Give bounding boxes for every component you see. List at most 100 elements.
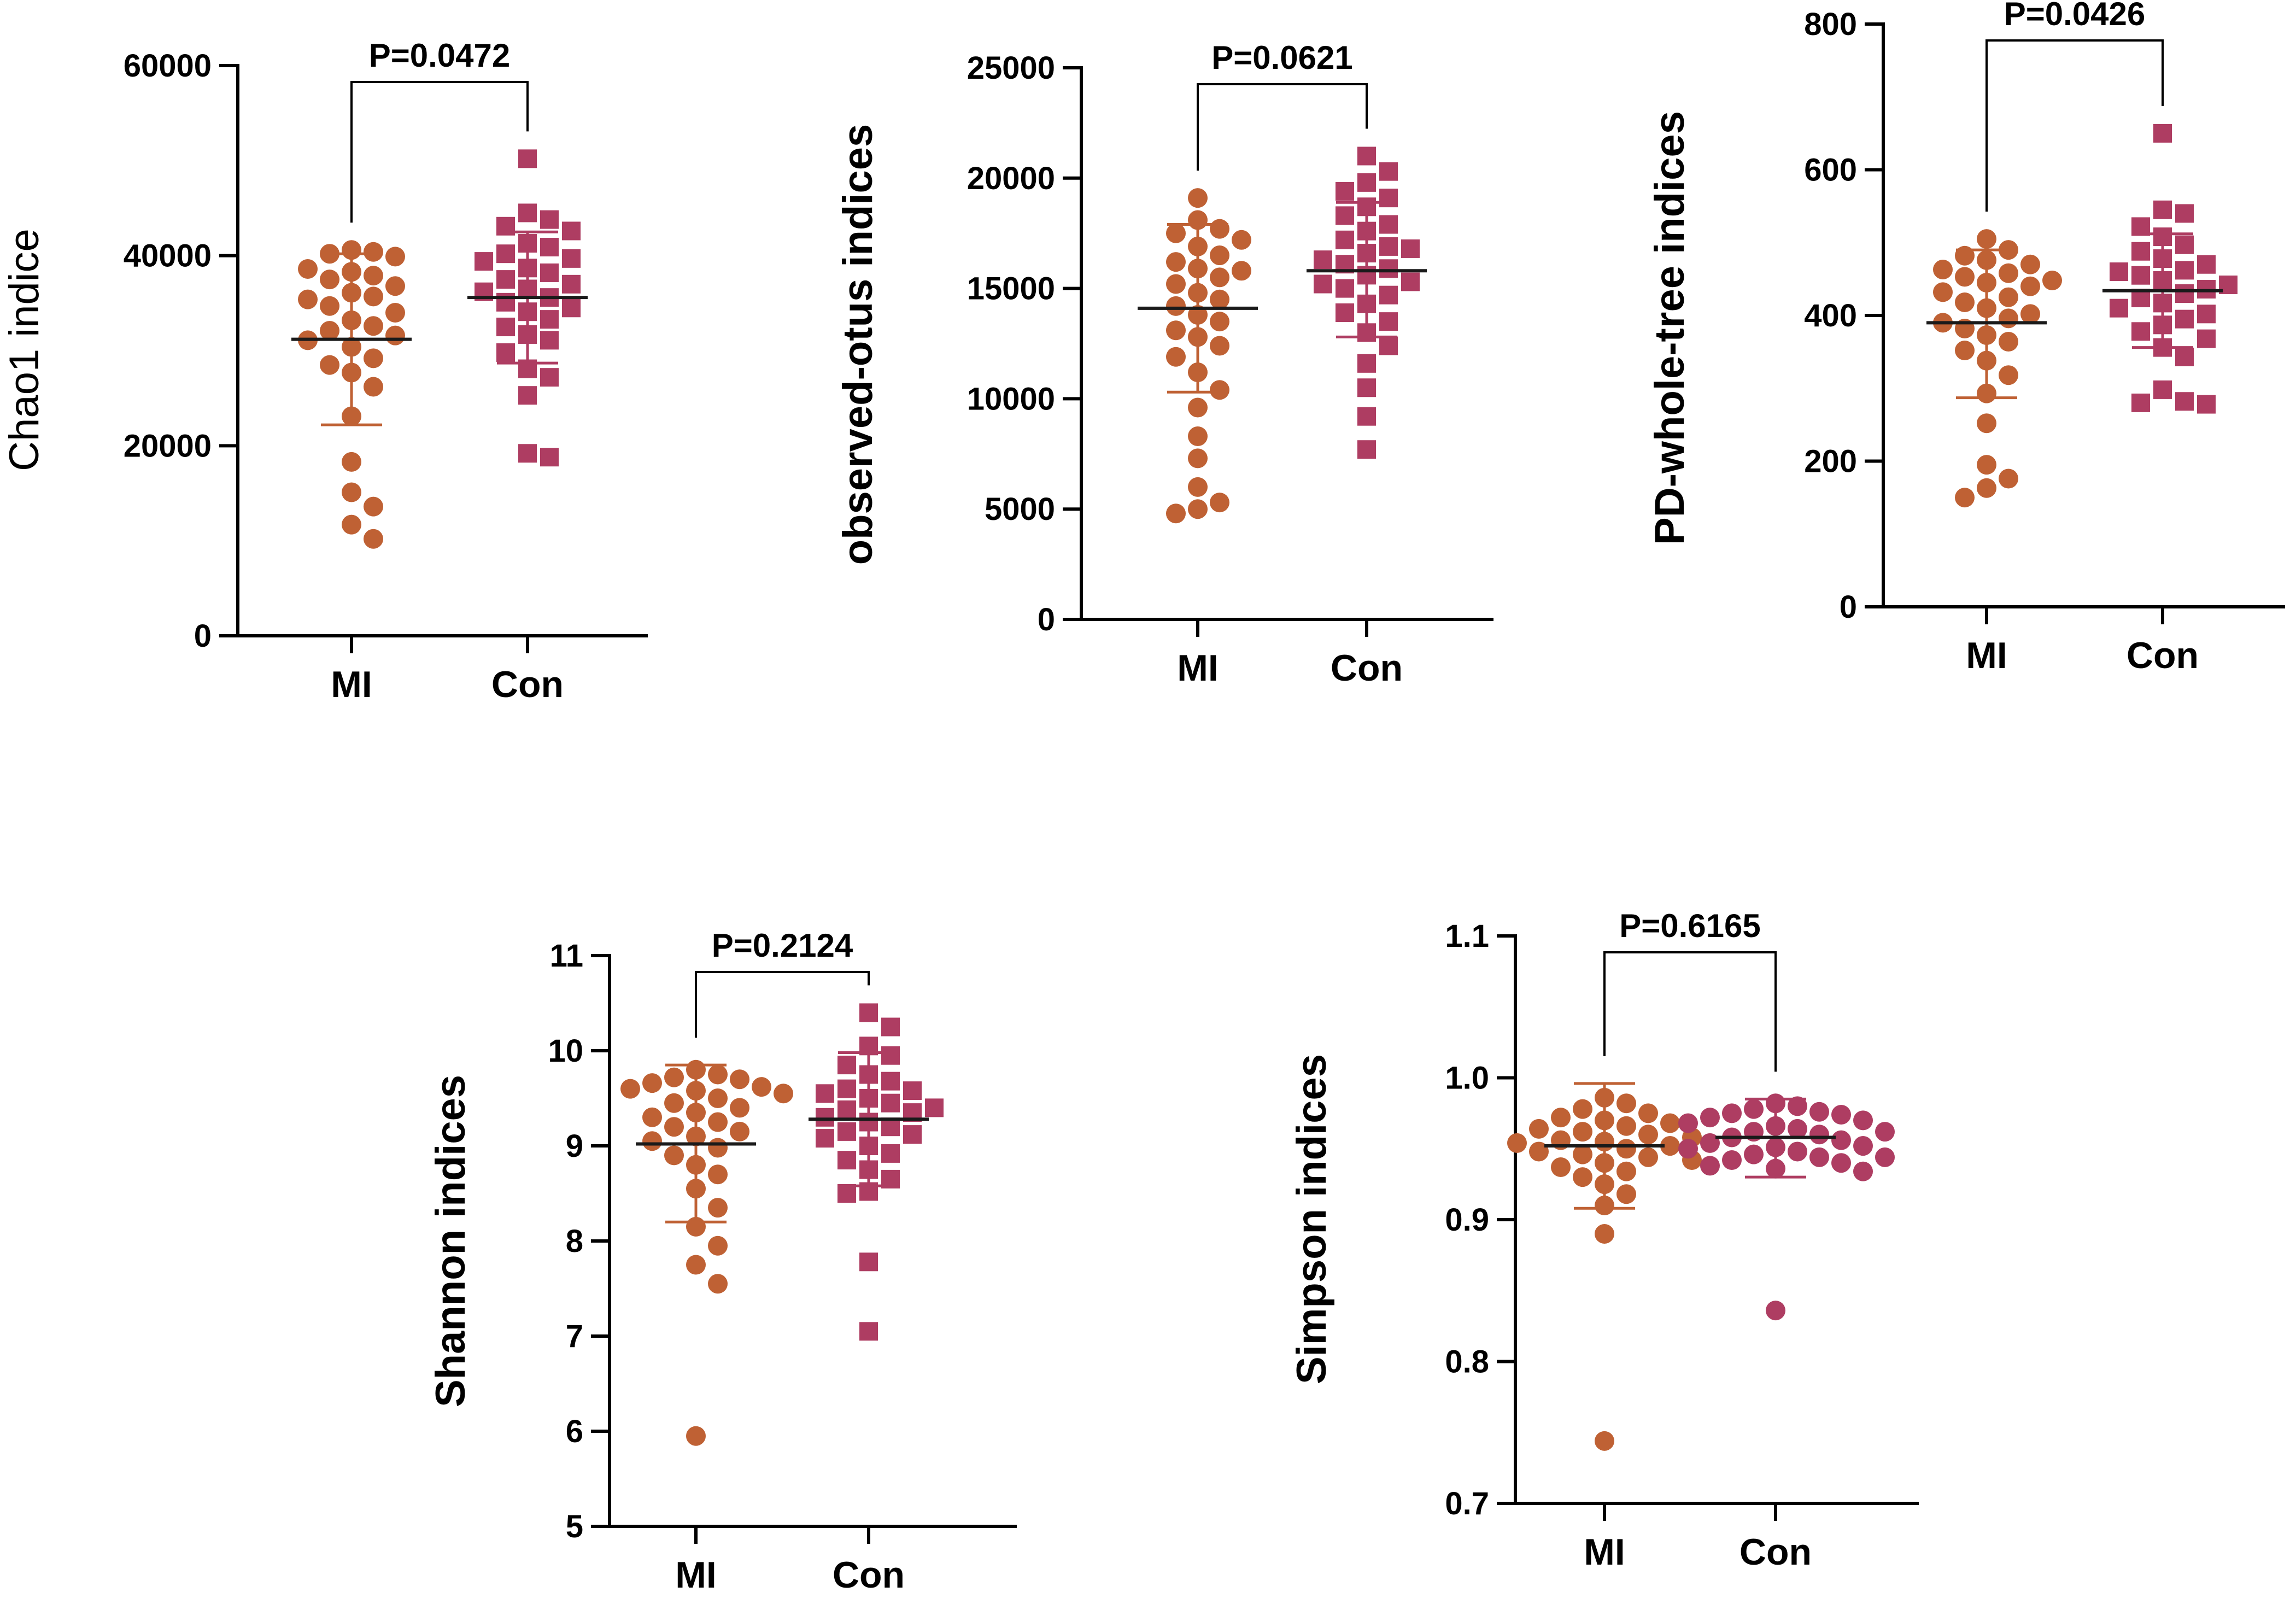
- y-axis-label: Shannon indices: [427, 1075, 474, 1407]
- data-point-mi: [730, 1121, 749, 1141]
- data-point-con: [518, 444, 537, 463]
- data-point-con: [1357, 294, 1376, 313]
- data-point-mi: [1595, 1153, 1614, 1173]
- data-point-con: [816, 1084, 834, 1103]
- data-point-con: [1809, 1102, 1829, 1122]
- data-point-mi: [320, 244, 339, 264]
- data-point-mi: [1977, 413, 1996, 434]
- data-point-mi: [1595, 1132, 1614, 1152]
- data-point-mi: [1210, 312, 1229, 332]
- y-tick-label: 7: [566, 1319, 583, 1354]
- data-point-mi: [1166, 274, 1186, 294]
- data-point-con: [1379, 189, 1398, 208]
- chart-pd-whole-tree: 0 200 400 600 800 MI Con PD-whole-tree indices P…: [1647, 0, 2285, 676]
- data-point-con: [2153, 294, 2172, 313]
- category-label: Con: [1331, 647, 1403, 689]
- data-point-con: [1357, 323, 1376, 342]
- data-point-mi: [642, 1131, 662, 1151]
- data-point-mi: [1507, 1133, 1527, 1153]
- data-point-mi: [1188, 210, 1208, 230]
- data-point-mi: [1188, 477, 1208, 497]
- data-point-con: [881, 1072, 900, 1091]
- data-point-mi: [385, 302, 405, 323]
- data-point-mi: [1573, 1167, 1592, 1187]
- chart-shannon: 5 6 7 8 9 10 11 MI Con Shannon indices P=0.2124: [427, 927, 1017, 1596]
- data-point-con: [837, 1151, 856, 1170]
- data-point-con: [518, 386, 537, 405]
- data-point-mi: [1955, 292, 1975, 313]
- data-point-mi: [1232, 230, 1251, 250]
- data-point-con: [1336, 303, 1354, 322]
- data-point-con: [2175, 347, 2194, 366]
- data-point-mi: [1188, 259, 1208, 279]
- data-point-mi: [364, 266, 383, 286]
- data-point-con: [2131, 266, 2150, 285]
- data-point-mi: [2042, 271, 2062, 291]
- data-point-con: [1357, 266, 1376, 285]
- y-tick-label: 10: [548, 1033, 583, 1069]
- data-point-con: [1357, 440, 1376, 459]
- data-point-mi: [342, 452, 361, 472]
- data-point-mi: [1188, 499, 1208, 519]
- data-point-mi: [708, 1164, 728, 1185]
- category-label: MI: [1966, 635, 2007, 676]
- data-point-mi: [1529, 1119, 1549, 1139]
- data-point-con: [518, 325, 537, 344]
- data-point-mi: [708, 1088, 728, 1108]
- data-point-mi: [642, 1107, 662, 1127]
- data-point-con: [2153, 249, 2172, 268]
- data-point-mi: [730, 1098, 749, 1118]
- data-point-mi: [364, 377, 383, 397]
- data-point-con: [1766, 1158, 1785, 1179]
- data-point-mi: [664, 1093, 684, 1113]
- data-point-con: [1831, 1104, 1851, 1125]
- category-label: Con: [2127, 635, 2199, 676]
- data-point-mi: [1551, 1108, 1571, 1128]
- data-point-con: [2131, 217, 2150, 236]
- data-point-con: [1336, 182, 1354, 201]
- data-point-mi: [364, 496, 383, 517]
- y-tick-label: 1.1: [1445, 918, 1489, 954]
- data-point-mi: [752, 1077, 771, 1097]
- data-point-con: [881, 1093, 900, 1113]
- significance-bracket: [350, 81, 529, 223]
- data-point-con: [1722, 1103, 1742, 1123]
- data-point-mi: [1188, 426, 1208, 447]
- data-point-con: [881, 1144, 900, 1163]
- y-axis-label: Chao1 indice: [1, 229, 48, 471]
- data-point-con: [859, 1160, 878, 1179]
- y-tick-label: 10000: [967, 381, 1055, 417]
- data-point-mi: [1638, 1125, 1658, 1145]
- data-point-mi: [1529, 1141, 1549, 1162]
- data-point-mi: [1573, 1099, 1592, 1119]
- y-tick-label: 60000: [124, 48, 212, 84]
- data-point-mi: [1188, 327, 1208, 347]
- data-point-con: [2153, 338, 2172, 357]
- data-point-con: [859, 1003, 878, 1022]
- data-point-mi: [298, 259, 318, 279]
- data-point-con: [518, 234, 537, 253]
- data-point-con: [816, 1108, 834, 1127]
- data-point-mi: [1210, 219, 1229, 239]
- data-point-mi: [1188, 305, 1208, 325]
- data-point-con: [1401, 272, 1420, 291]
- data-point-mi: [1595, 1431, 1614, 1451]
- y-tick-label: 15000: [967, 271, 1055, 307]
- data-point-con: [540, 263, 559, 282]
- data-point-con: [2175, 309, 2194, 329]
- data-point-mi: [1595, 1223, 1614, 1244]
- data-point-con: [1853, 1110, 1873, 1131]
- data-point-mi: [1933, 282, 1953, 302]
- data-point-con: [1744, 1144, 1764, 1164]
- data-point-mi: [1977, 250, 1996, 270]
- data-point-con: [1722, 1150, 1742, 1170]
- data-point-con: [1379, 259, 1398, 278]
- data-point-con: [859, 1252, 878, 1272]
- data-point-con: [1678, 1113, 1698, 1133]
- chart-chao1: 0 20000 40000 60000 MI Con Chao1 indice P=0.047…: [1, 37, 648, 705]
- category-label: MI: [675, 1554, 717, 1596]
- data-point-con: [2197, 305, 2216, 324]
- data-point-con: [1401, 239, 1420, 258]
- data-point-con: [1809, 1147, 1829, 1167]
- data-point-con: [1766, 1137, 1785, 1157]
